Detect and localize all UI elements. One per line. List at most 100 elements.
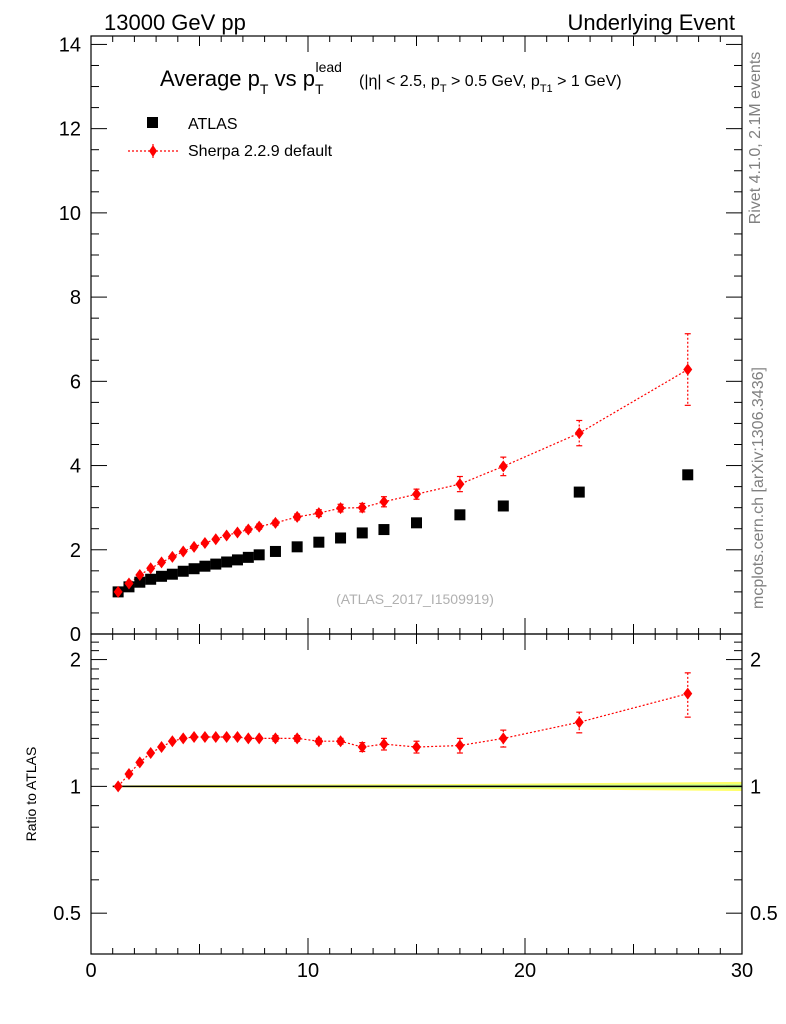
ratio-point bbox=[243, 732, 253, 745]
ratio-point bbox=[124, 767, 134, 780]
ratio-panel-frame bbox=[90, 633, 743, 955]
atlas-point bbox=[166, 568, 178, 580]
ratio-point bbox=[211, 730, 221, 743]
atlas-point bbox=[454, 509, 466, 521]
mc-point bbox=[270, 516, 280, 529]
ratio-point bbox=[146, 747, 156, 760]
mc-point bbox=[222, 529, 232, 542]
ratio-point bbox=[222, 730, 232, 743]
x-tick-label: 30 bbox=[731, 960, 753, 982]
plot-title: Average pT vs pTlead bbox=[160, 59, 342, 97]
legend-data-marker bbox=[147, 117, 158, 128]
atlas-point bbox=[156, 570, 168, 582]
ratio-y-tick-label: 2 bbox=[70, 650, 81, 672]
ratio-point bbox=[254, 732, 264, 745]
mc-point bbox=[412, 488, 421, 501]
main-axis-ticks: 0 2 4 6 8 10 12 14 bbox=[59, 34, 743, 646]
atlas-point bbox=[177, 565, 189, 577]
atlas-point bbox=[221, 556, 233, 568]
ratio-point bbox=[270, 732, 280, 745]
atlas-point bbox=[313, 536, 325, 548]
ratio-series bbox=[113, 672, 693, 793]
title-part2: vs p bbox=[268, 66, 314, 91]
title-cuts: (|η| < 2.5, pT > 0.5 GeV, pT1 > 1 GeV) bbox=[359, 73, 622, 95]
atlas-point bbox=[253, 549, 265, 561]
atlas-point bbox=[188, 563, 200, 575]
legend-data-label: ATLAS bbox=[188, 116, 238, 133]
main-y-tick-label: 12 bbox=[59, 119, 81, 141]
mc-point bbox=[124, 577, 134, 590]
ratio-y-tick-label: 1 bbox=[70, 776, 81, 798]
mc-point bbox=[167, 550, 177, 563]
main-y-tick-label: 10 bbox=[59, 203, 81, 225]
ratio-point bbox=[167, 735, 177, 748]
ratio-point bbox=[683, 687, 693, 700]
main-y-tick-label: 6 bbox=[70, 371, 81, 393]
ratio-point bbox=[412, 741, 421, 754]
header-right: Underlying Event bbox=[567, 10, 735, 35]
mc-point bbox=[157, 556, 167, 569]
ratio-point bbox=[314, 735, 324, 748]
ratio-y-tick-label: 0.5 bbox=[53, 903, 81, 925]
ratio-point bbox=[455, 739, 465, 752]
mc-point bbox=[314, 507, 324, 520]
mc-point bbox=[189, 540, 199, 553]
legend: ATLAS Sherpa 2.2.9 default bbox=[128, 116, 333, 160]
x-tick-label: 10 bbox=[297, 960, 319, 982]
atlas-point bbox=[411, 517, 422, 529]
main-y-tick-label: 4 bbox=[70, 456, 81, 478]
atlas-point bbox=[497, 500, 509, 512]
mc-point bbox=[146, 562, 156, 575]
ratio-point bbox=[498, 732, 508, 745]
mc-point bbox=[113, 585, 123, 598]
x-tick-label: 0 bbox=[85, 960, 96, 982]
main-y-tick-label: 14 bbox=[59, 34, 81, 56]
main-series bbox=[112, 333, 694, 598]
mc-point bbox=[455, 478, 465, 491]
title-part1: Average p bbox=[160, 66, 260, 91]
atlas-point bbox=[573, 486, 585, 498]
ratio-axis-ticks: 0.5 0.5 1 1 2 2 bbox=[53, 633, 778, 955]
legend-mc-marker bbox=[149, 145, 157, 157]
cuts-part1: (|η| < 2.5, p bbox=[359, 73, 440, 90]
mc-point bbox=[292, 510, 302, 523]
main-panel: 0 2 4 6 8 10 12 14 bbox=[59, 34, 743, 646]
cuts-sub1: T bbox=[440, 83, 447, 95]
mc-point bbox=[379, 495, 389, 508]
x-tick-labels: 0 10 20 30 bbox=[85, 960, 753, 982]
ratio-point bbox=[232, 730, 242, 743]
ratio-point bbox=[113, 780, 123, 793]
cuts-part2: > 0.5 GeV, p bbox=[447, 73, 540, 90]
atlas-point bbox=[242, 551, 254, 563]
mc-point bbox=[178, 545, 188, 558]
ratio-point bbox=[574, 716, 584, 729]
ratio-y-tick-label-right: 2 bbox=[750, 650, 761, 672]
title-sup-lead: lead bbox=[316, 59, 342, 75]
ratio-uncertainty-band bbox=[112, 781, 742, 792]
atlas-point bbox=[269, 545, 281, 557]
mc-point bbox=[200, 537, 210, 550]
cuts-part3: > 1 GeV) bbox=[553, 73, 622, 90]
ratio-point bbox=[189, 730, 199, 743]
atlas-point bbox=[231, 554, 243, 566]
mc-line bbox=[117, 369, 689, 593]
rivet-label: Rivet 4.1.0, 2.1M events bbox=[747, 52, 764, 225]
ratio-y-tick-label-right: 0.5 bbox=[750, 903, 778, 925]
ratio-point bbox=[336, 735, 346, 748]
analysis-id: (ATLAS_2017_I1509919) bbox=[336, 591, 494, 607]
title-sub-t: T bbox=[260, 81, 269, 97]
cuts-sub2: T1 bbox=[540, 83, 553, 95]
ratio-point bbox=[379, 738, 389, 751]
mcplots-label: mcplots.cern.ch [arXiv:1306.3436] bbox=[750, 367, 767, 609]
ratio-point bbox=[200, 730, 210, 743]
ratio-point bbox=[357, 741, 367, 754]
main-y-tick-label: 2 bbox=[70, 540, 81, 562]
mc-point bbox=[336, 502, 346, 515]
atlas-point bbox=[199, 560, 211, 572]
mc-point bbox=[683, 363, 693, 376]
main-y-tick-label: 0 bbox=[70, 624, 81, 646]
ratio-y-label: Ratio to ATLAS bbox=[23, 747, 39, 842]
mc-point bbox=[254, 520, 264, 533]
ratio-point bbox=[157, 741, 167, 754]
